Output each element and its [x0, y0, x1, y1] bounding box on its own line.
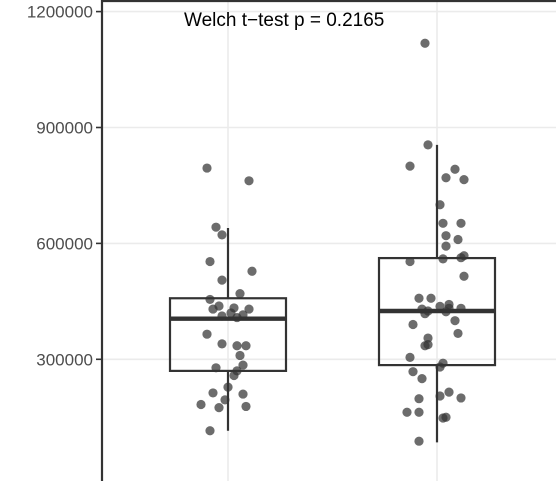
- data-point-0-21: [235, 350, 245, 361]
- data-point-0-29: [220, 395, 230, 405]
- y-tick-label-0: 300000: [36, 350, 93, 369]
- data-point-0-0: [202, 163, 212, 173]
- data-point-1-0: [420, 38, 430, 48]
- y-tick-label-3: 1200000: [27, 3, 93, 22]
- data-point-1-40: [456, 393, 466, 403]
- data-point-0-16: [232, 312, 242, 323]
- data-point-0-8: [205, 294, 215, 305]
- data-point-0-19: [232, 341, 242, 351]
- data-point-0-25: [229, 370, 239, 381]
- data-point-1-13: [456, 253, 466, 263]
- data-point-1-11: [441, 241, 451, 251]
- data-point-1-2: [405, 161, 415, 171]
- y-tick-label-2: 900000: [36, 118, 93, 137]
- data-point-1-39: [435, 391, 445, 401]
- data-point-1-32: [420, 341, 430, 351]
- data-point-0-20: [241, 341, 251, 351]
- data-point-1-37: [417, 374, 427, 384]
- box-0: [168, 297, 288, 372]
- data-point-1-41: [414, 394, 424, 404]
- data-point-0-11: [208, 304, 218, 314]
- data-point-1-1: [423, 140, 433, 150]
- data-point-1-10: [453, 234, 463, 245]
- axis-layer: [100, 0, 556, 481]
- data-point-0-33: [205, 426, 215, 436]
- data-point-0-28: [238, 389, 248, 399]
- data-point-1-14: [438, 254, 448, 264]
- data-point-1-29: [453, 328, 463, 339]
- data-point-1-28: [408, 319, 418, 330]
- data-point-1-6: [435, 200, 445, 210]
- box-layer: [168, 144, 497, 443]
- data-point-0-26: [223, 382, 233, 392]
- data-point-0-1: [244, 176, 254, 186]
- data-point-1-26: [420, 309, 430, 319]
- data-point-1-8: [438, 218, 448, 228]
- data-point-0-4: [205, 256, 215, 267]
- y-tick-label-1: 600000: [36, 234, 93, 253]
- data-point-0-5: [247, 266, 257, 276]
- data-point-1-4: [441, 173, 451, 183]
- data-point-0-23: [211, 363, 221, 373]
- data-point-1-30: [423, 333, 433, 343]
- data-point-0-7: [235, 289, 245, 299]
- t-test-annotation: Welch t−test p = 0.2165: [184, 10, 384, 31]
- data-point-1-46: [414, 436, 424, 446]
- data-point-0-6: [217, 275, 227, 285]
- data-point-1-25: [441, 307, 451, 317]
- data-point-0-32: [241, 401, 251, 412]
- data-point-1-35: [435, 362, 445, 372]
- data-point-0-27: [208, 388, 218, 398]
- data-point-1-36: [408, 367, 418, 377]
- data-point-0-18: [217, 339, 227, 349]
- data-point-0-31: [214, 402, 224, 413]
- data-point-1-38: [444, 387, 454, 397]
- data-point-1-45: [438, 413, 448, 423]
- data-point-1-15: [405, 256, 415, 267]
- y-tick-layer: 300000 600000 900000 1200000: [27, 3, 102, 369]
- point-layer: [196, 38, 469, 446]
- data-point-1-22: [456, 303, 466, 313]
- data-point-1-18: [414, 293, 424, 303]
- data-point-0-12: [244, 304, 254, 314]
- data-point-0-15: [217, 311, 227, 321]
- data-point-1-3: [450, 164, 460, 174]
- data-point-1-43: [402, 407, 412, 417]
- data-point-0-17: [202, 329, 212, 339]
- grid-layer: [102, 0, 556, 481]
- data-point-1-7: [456, 218, 466, 228]
- data-point-1-42: [414, 407, 424, 417]
- data-point-0-30: [196, 399, 206, 410]
- data-point-1-20: [435, 301, 445, 311]
- data-point-1-33: [405, 352, 415, 362]
- data-point-1-16: [459, 271, 469, 281]
- data-point-0-2: [211, 222, 221, 232]
- data-point-1-27: [450, 316, 460, 326]
- data-point-0-3: [217, 230, 227, 240]
- data-point-1-5: [459, 175, 469, 185]
- data-point-1-9: [441, 231, 451, 241]
- data-point-0-22: [238, 360, 248, 370]
- data-point-1-17: [426, 293, 436, 303]
